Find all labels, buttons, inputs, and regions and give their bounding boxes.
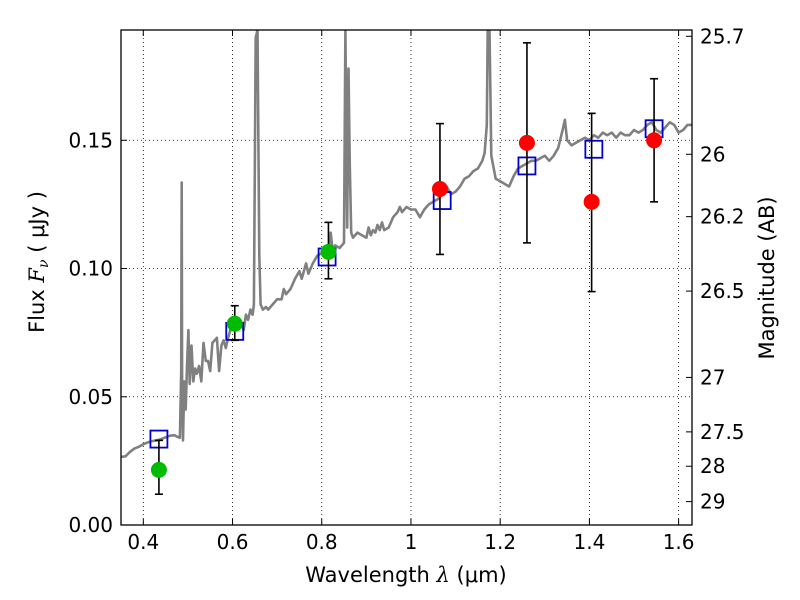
series-model-spectrum [121,30,692,459]
observed-flux-point [150,461,167,478]
y2-tick-label: 25.7 [700,24,745,48]
observed-flux-point [431,181,448,198]
x-tick-label: 1.2 [484,530,516,554]
y-tick-label: 0.15 [68,128,113,152]
y-tick-label: 0.05 [68,385,113,409]
x-tick-label: 1.6 [663,530,695,554]
observed-flux-point [646,132,663,149]
synthetic-flux-marker [584,139,604,159]
y2-tick-label: 27 [700,365,725,389]
y-axis-title: Flux Fν ( μJy ) [25,191,52,333]
x-tick-label: 1.4 [573,530,605,554]
x-tick-label: 1 [405,530,418,554]
spectrum-line [121,30,692,459]
y2-tick-label: 26 [700,142,725,166]
ticks: 0.4 0.6 0.8 1 1.2 1.4 1.6 0.00 0.05 0.10 0.15 25.7 2… [68,24,744,554]
y2-tick-label: 26.5 [700,279,745,303]
y2-tick-label: 29 [700,490,725,514]
plot-area [121,30,692,496]
series-observed-optical [150,221,337,496]
observed-flux-point [583,193,600,210]
series-observed-infrared [431,42,663,293]
observed-flux-point [226,315,243,332]
observed-flux-point [518,134,535,151]
x-tick-label: 0.6 [217,530,249,554]
x-tick-label: 0.4 [127,530,159,554]
y2-tick-label: 28 [700,454,725,478]
y2-axis-title: Magnitude (AB) [755,196,779,359]
y2-tick-label: 26.2 [700,205,745,229]
y2-tick-label: 27.5 [700,420,745,444]
grid [121,30,692,525]
x-axis-title: Wavelength λ (μm) [305,563,506,587]
x-tick-label: 0.8 [306,530,338,554]
y-tick-label: 0.00 [68,513,113,537]
observed-flux-point [320,243,337,260]
y-tick-label: 0.10 [68,257,113,281]
plot-frame [120,29,693,526]
